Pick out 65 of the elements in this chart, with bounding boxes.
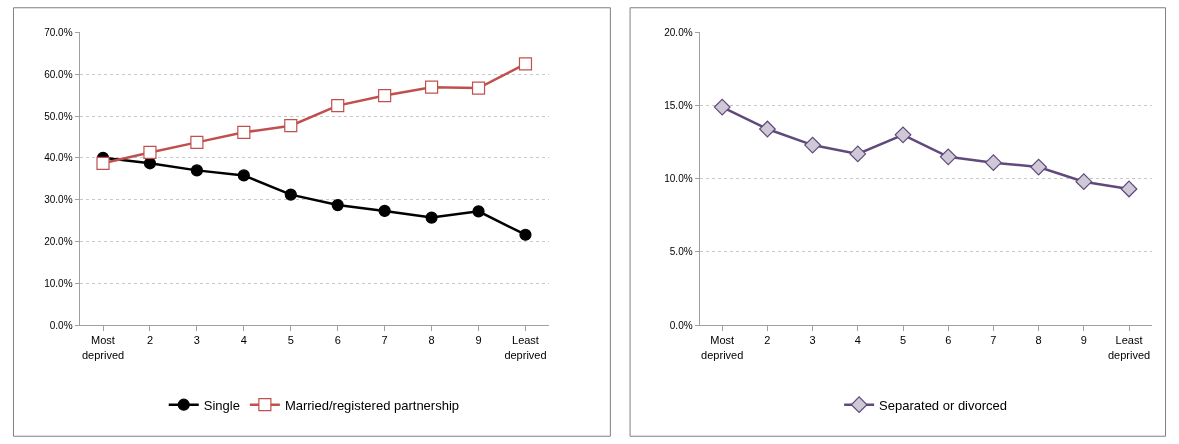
y-tick-label: 50.0% (44, 110, 73, 122)
x-tick-label: 3 (809, 334, 816, 347)
x-tick-label: Least deprived (1107, 334, 1151, 361)
point (894, 126, 912, 144)
x-tick-label: 4 (240, 334, 247, 347)
legend-label: Married/registered partnership (284, 397, 460, 413)
point (425, 211, 438, 224)
point (849, 145, 867, 163)
point (143, 157, 157, 170)
point (518, 57, 533, 71)
point (424, 80, 439, 94)
point (96, 156, 110, 170)
y-tick-label: 0.0% (669, 319, 693, 331)
y-tick-label: 40.0% (44, 152, 73, 164)
point (1075, 173, 1093, 191)
point (331, 99, 345, 113)
x-tick-label: 3 (193, 334, 200, 347)
x-tick-label: Least deprived (504, 334, 547, 361)
point (331, 198, 344, 212)
x-tick-label: 8 (1035, 334, 1042, 347)
x-tick-label: 6 (945, 334, 952, 347)
point (284, 119, 298, 133)
y-tick-label: 15.0% (664, 100, 693, 112)
x-tick-label: 2 (146, 334, 154, 347)
point (472, 205, 485, 218)
point (143, 145, 157, 160)
point (378, 88, 392, 103)
x-tick-label: 4 (854, 334, 861, 347)
point (1030, 158, 1048, 176)
x-tick-label: 8 (428, 334, 435, 347)
x-tick-label: 2 (764, 334, 771, 347)
x-tick-label: 9 (1080, 334, 1087, 347)
legend-label: Separated or divorced (879, 397, 1008, 413)
y-tick-label: 10.0% (44, 277, 73, 289)
y-tick-label: 20.0% (44, 235, 73, 247)
y-tick-label: 5.0% (669, 246, 693, 258)
point (759, 120, 776, 138)
x-tick-label: 7 (381, 334, 388, 347)
point (237, 169, 250, 182)
point (804, 136, 821, 154)
y-tick-label: 60.0% (44, 68, 73, 80)
y-tick-label: 70.0% (44, 26, 73, 38)
x-tick-label: 7 (990, 334, 997, 347)
point (985, 154, 1002, 172)
point (190, 135, 204, 149)
y-tick-label: 20.0% (664, 26, 693, 38)
point (190, 164, 203, 177)
point (939, 148, 957, 166)
point (237, 125, 251, 139)
x-tick-label: Most deprived (701, 334, 744, 361)
x-tick-label: 5 (287, 334, 294, 347)
y-tick-label: 30.0% (44, 194, 73, 206)
y-tick-label: 10.0% (664, 173, 693, 185)
point (519, 228, 532, 241)
y-tick-label: 0.0% (49, 319, 73, 331)
legend-label: Single (203, 397, 240, 413)
point (1120, 180, 1138, 198)
point (284, 188, 297, 201)
x-tick-label: 5 (899, 334, 907, 347)
x-tick-label: Most deprived (81, 334, 125, 361)
point (378, 204, 391, 218)
x-tick-label: 6 (334, 334, 341, 347)
x-tick-label: 9 (475, 334, 482, 347)
point (471, 81, 486, 95)
point (713, 98, 731, 116)
